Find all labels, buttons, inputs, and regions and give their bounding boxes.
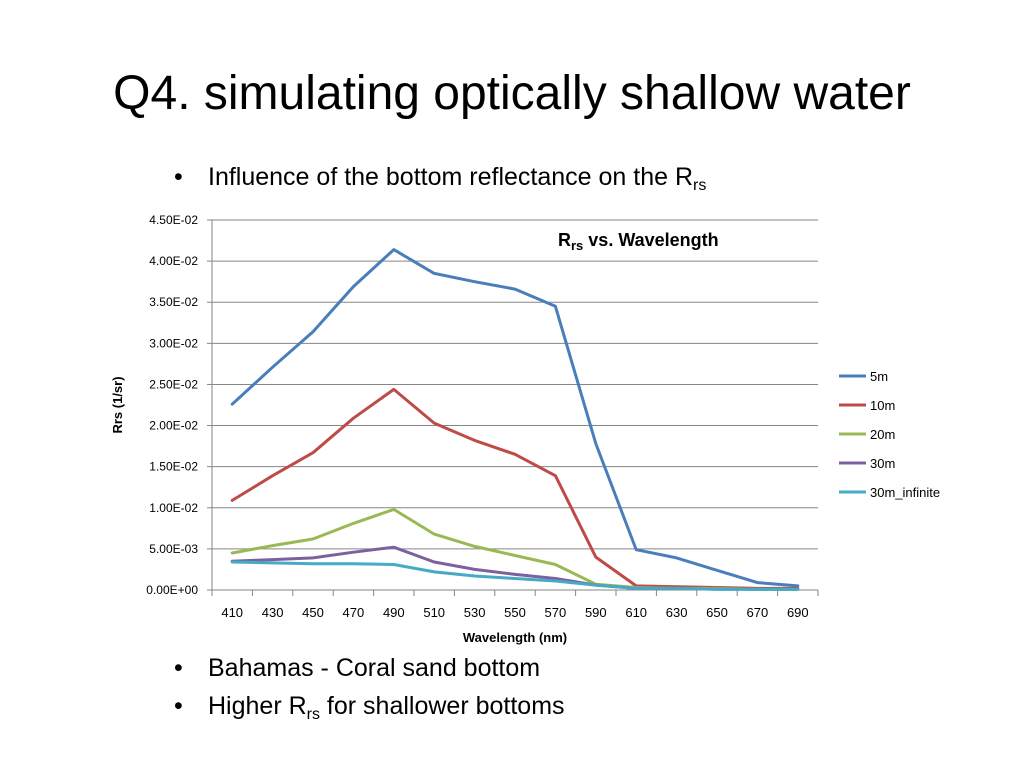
- legend-label-5m: 5m: [870, 369, 888, 384]
- bullet-text: Bahamas - Coral sand bottom: [208, 654, 541, 682]
- x-tick-label: 630: [666, 605, 688, 620]
- y-tick-label: 4.50E-02: [149, 213, 198, 227]
- y-tick-label: 2.00E-02: [149, 419, 198, 433]
- x-tick-label: 650: [706, 605, 728, 620]
- bullet-dot: •: [174, 163, 183, 191]
- x-tick-label: 590: [585, 605, 607, 620]
- slide-title: Q4. simulating optically shallow water: [113, 67, 911, 120]
- bullet-text: Higher R: [208, 692, 307, 720]
- x-tick-label: 430: [262, 605, 284, 620]
- bullet-coral-sand: • Bahamas - Coral sand bottom: [174, 651, 540, 685]
- series-line-30m_infinite: [230, 560, 800, 591]
- y-tick-label: 1.50E-02: [149, 460, 198, 474]
- bullet-subscript: rs: [306, 706, 320, 723]
- y-axis-title: Rrs (1/sr): [110, 376, 125, 433]
- bullet-text-after: for shallower bottoms: [319, 692, 565, 720]
- x-tick-label: 490: [383, 605, 405, 620]
- x-tick-label: 530: [464, 605, 486, 620]
- y-tick-label: 4.00E-02: [149, 254, 198, 268]
- x-tick-label: 670: [747, 605, 769, 620]
- x-tick-label: 510: [423, 605, 445, 620]
- bullet-text: Influence of the bottom reflectance on t…: [208, 163, 694, 191]
- bullet-dot: •: [174, 654, 183, 682]
- y-tick-label: 3.00E-02: [149, 336, 198, 350]
- x-tick-label: 690: [787, 605, 809, 620]
- x-tick-label: 550: [504, 605, 526, 620]
- chart-title: Rrs vs. Wavelength: [558, 230, 719, 253]
- x-tick-label: 570: [545, 605, 567, 620]
- y-tick-label: 0.00E+00: [146, 583, 198, 597]
- y-tick-label: 5.00E-03: [149, 542, 198, 556]
- legend-label-30m_infinite: 30m_infinite: [870, 485, 940, 500]
- bullet-subscript: rs: [693, 177, 707, 194]
- y-tick-label: 3.50E-02: [149, 295, 198, 309]
- bullet-bottom-reflectance: • Influence of the bottom reflectance on …: [174, 160, 706, 194]
- legend-label-10m: 10m: [870, 398, 895, 413]
- series-line-5m: [230, 248, 800, 588]
- bullet-dot: •: [174, 692, 183, 720]
- x-tick-label: 610: [625, 605, 647, 620]
- legend-label-20m: 20m: [870, 427, 895, 442]
- x-tick-label: 410: [221, 605, 243, 620]
- x-axis-title: Wavelength (nm): [463, 630, 567, 645]
- bullet-higher-rrs: • Higher Rrs for shallower bottoms: [174, 689, 565, 723]
- y-tick-label: 1.00E-02: [149, 501, 198, 515]
- legend-label-30m: 30m: [870, 456, 895, 471]
- x-tick-label: 450: [302, 605, 324, 620]
- x-tick-label: 470: [343, 605, 365, 620]
- y-tick-label: 2.50E-02: [149, 377, 198, 391]
